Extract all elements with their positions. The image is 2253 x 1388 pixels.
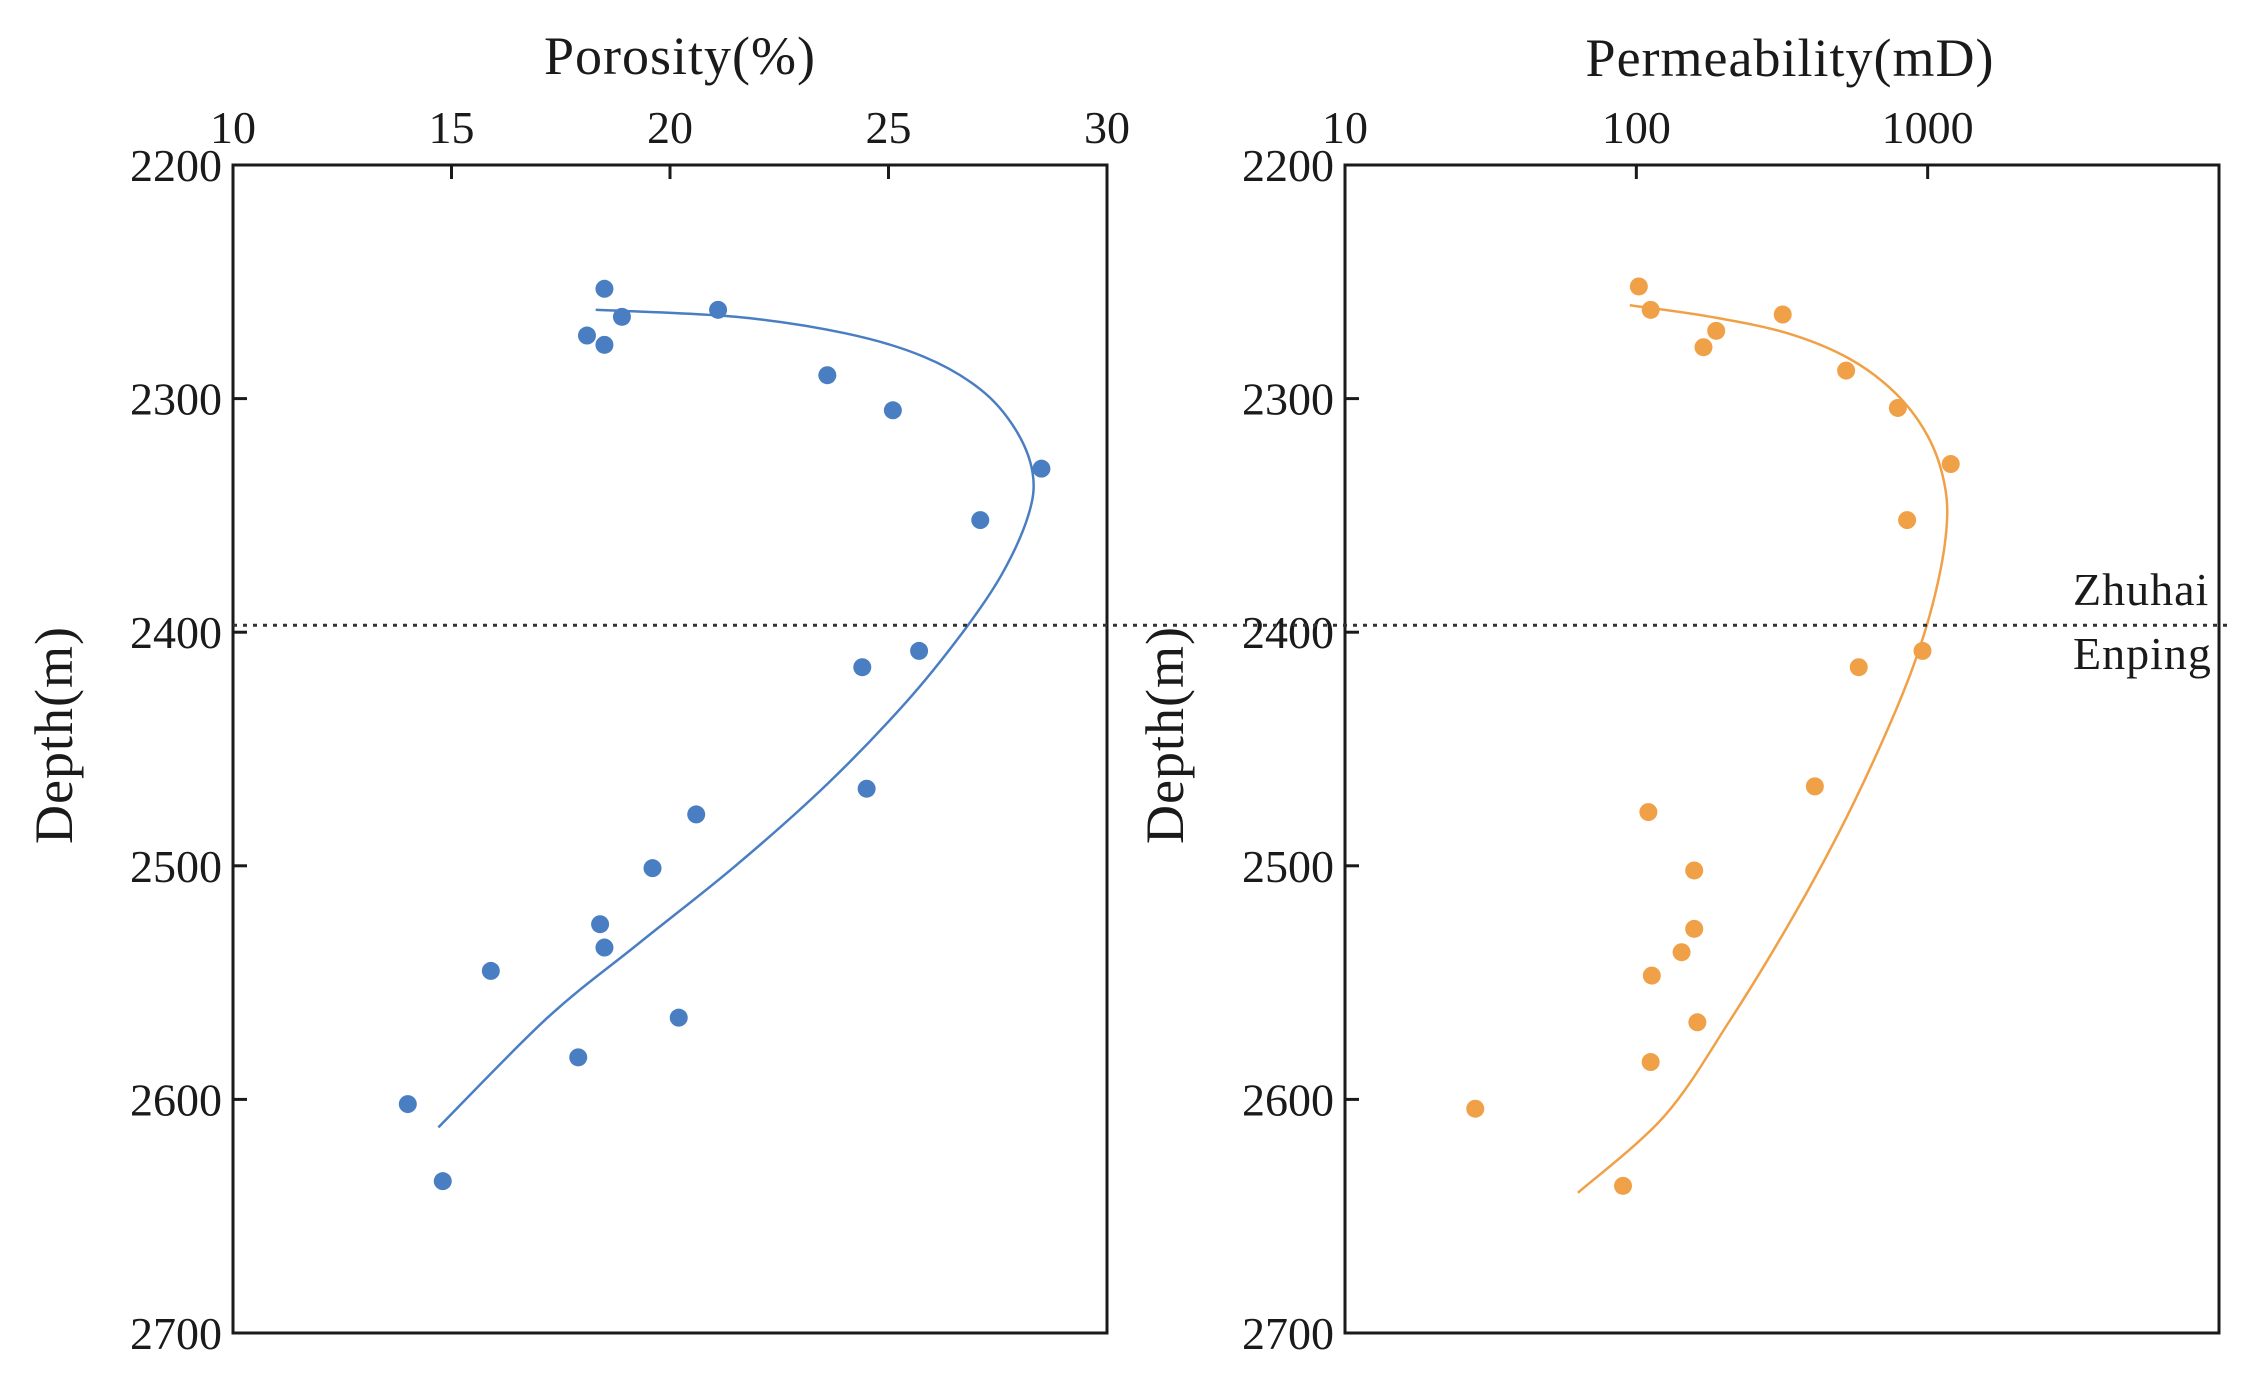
porosity-x-tick-label: 15 bbox=[429, 102, 475, 153]
permeability-data-point bbox=[1466, 1099, 1485, 1118]
permeability-data-point bbox=[1641, 300, 1660, 319]
porosity-y-tick-label: 2300 bbox=[130, 374, 222, 425]
permeability-data-point bbox=[1688, 1013, 1707, 1032]
porosity-data-point bbox=[591, 915, 610, 934]
permeability-x-ticks: 10 100 1000 bbox=[1322, 102, 1974, 179]
porosity-y-tick-label: 2500 bbox=[130, 841, 222, 892]
permeability-data-point bbox=[1672, 943, 1691, 962]
porosity-data-point bbox=[1032, 459, 1051, 478]
permeability-data-point bbox=[1898, 511, 1917, 530]
porosity-data-point bbox=[577, 326, 596, 345]
permeability-fit-curve bbox=[1577, 303, 1949, 1194]
permeability-x-tick-label: 10 bbox=[1322, 102, 1368, 153]
porosity-data-point bbox=[569, 1048, 588, 1067]
permeability-data-point bbox=[1707, 321, 1726, 340]
permeability-data-point bbox=[1685, 861, 1704, 880]
porosity-data-point bbox=[883, 401, 902, 420]
permeability-data-points bbox=[1466, 277, 1960, 1195]
permeability-y-tick-label: 2500 bbox=[1242, 841, 1334, 892]
permeability-data-point bbox=[1888, 398, 1907, 417]
porosity-y-tick-label: 2700 bbox=[130, 1308, 222, 1359]
porosity-data-point bbox=[910, 641, 929, 660]
porosity-x-tick-label: 25 bbox=[866, 102, 912, 153]
porosity-data-point bbox=[971, 511, 990, 530]
porosity-data-point bbox=[595, 938, 614, 957]
porosity-x-tick-label: 30 bbox=[1084, 102, 1130, 153]
porosity-data-point bbox=[709, 300, 728, 319]
zhuhai-formation-label: Zhuhai bbox=[2073, 564, 2209, 615]
porosity-data-point bbox=[433, 1172, 452, 1191]
permeability-y-ticks: 2200 2300 2400 2500 2600 2700 bbox=[1242, 140, 1359, 1359]
permeability-plot-frame bbox=[1343, 163, 2221, 1335]
permeability-data-point bbox=[1629, 277, 1648, 296]
porosity-data-point bbox=[857, 779, 876, 798]
permeability-data-point bbox=[1837, 361, 1856, 380]
porosity-data-point bbox=[643, 859, 662, 878]
permeability-y-tick-label: 2700 bbox=[1242, 1308, 1334, 1359]
porosity-data-point bbox=[818, 366, 837, 385]
permeability-panel: Permeability(mD) Depth(m) 10 100 1000 2200… bbox=[1135, 28, 2221, 1359]
porosity-plot-frame bbox=[231, 163, 1109, 1335]
porosity-data-point bbox=[595, 279, 614, 298]
porosity-data-point bbox=[612, 307, 631, 326]
permeability-y-tick-label: 2400 bbox=[1242, 607, 1334, 658]
porosity-data-point bbox=[853, 658, 872, 677]
permeability-data-point bbox=[1694, 338, 1713, 357]
permeability-x-axis-title: Permeability(mD) bbox=[1586, 28, 1995, 88]
porosity-x-ticks: 10 15 20 25 30 bbox=[210, 102, 1130, 179]
permeability-data-point bbox=[1642, 966, 1661, 985]
permeability-y-tick-label: 2300 bbox=[1242, 374, 1334, 425]
permeability-data-point bbox=[1941, 455, 1960, 474]
porosity-data-point bbox=[481, 961, 500, 980]
permeability-y-axis-title: Depth(m) bbox=[1135, 626, 1195, 844]
porosity-y-ticks: 2200 2300 2400 2500 2600 2700 bbox=[130, 140, 247, 1359]
porosity-fit-curve bbox=[437, 308, 1035, 1129]
porosity-y-axis-title: Depth(m) bbox=[24, 626, 84, 844]
porosity-x-tick-label: 10 bbox=[210, 102, 256, 153]
porosity-y-tick-label: 2400 bbox=[130, 607, 222, 658]
permeability-data-point bbox=[1614, 1176, 1633, 1195]
permeability-data-point bbox=[1639, 803, 1658, 822]
permeability-data-point bbox=[1849, 658, 1868, 677]
permeability-data-point bbox=[1773, 305, 1792, 324]
porosity-y-tick-label: 2200 bbox=[130, 140, 222, 191]
porosity-data-point bbox=[669, 1008, 688, 1027]
porosity-y-tick-label: 2600 bbox=[130, 1074, 222, 1125]
enping-formation-label: Enping bbox=[2073, 628, 2212, 679]
porosity-data-points bbox=[398, 279, 1051, 1191]
permeability-x-tick-label: 100 bbox=[1602, 102, 1671, 153]
porosity-data-point bbox=[398, 1095, 417, 1114]
permeability-y-tick-label: 2200 bbox=[1242, 140, 1334, 191]
porosity-x-tick-label: 20 bbox=[647, 102, 693, 153]
formation-boundary: Zhuhai Enping bbox=[233, 564, 2232, 679]
permeability-data-point bbox=[1685, 919, 1704, 938]
permeability-y-tick-label: 2600 bbox=[1242, 1074, 1334, 1125]
permeability-data-point bbox=[1805, 777, 1824, 796]
porosity-x-axis-title: Porosity(%) bbox=[544, 26, 816, 86]
permeability-x-tick-label: 1000 bbox=[1882, 102, 1974, 153]
porosity-data-point bbox=[687, 805, 706, 824]
permeability-data-point bbox=[1641, 1053, 1660, 1072]
permeability-data-point bbox=[1913, 641, 1932, 660]
porosity-panel: Porosity(%) Depth(m) 10 15 20 25 30 2200 2300… bbox=[24, 26, 1130, 1359]
porosity-data-point bbox=[595, 335, 614, 354]
